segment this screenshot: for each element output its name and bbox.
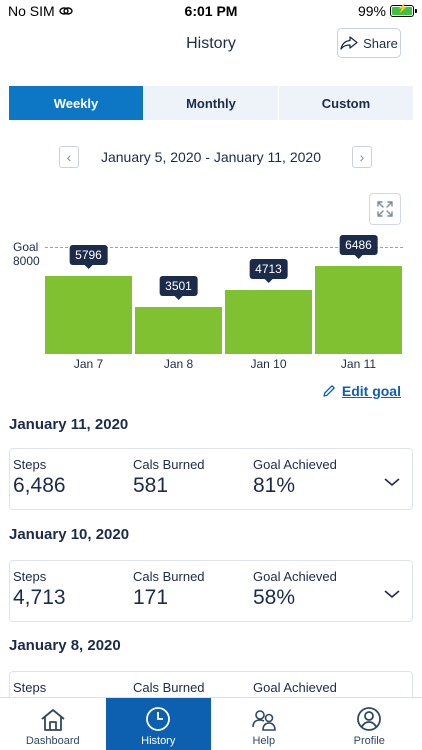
date-navigation: ‹ January 5, 2020 - January 11, 2020 › xyxy=(0,146,422,168)
carrier-label: No SIM xyxy=(8,3,55,19)
chevron-down-icon[interactable] xyxy=(384,589,400,599)
bars-area: 5796 3501 4713 6486 xyxy=(45,235,403,354)
steps-label: Steps xyxy=(13,680,47,695)
calories-stat: Cals Burned 581 xyxy=(133,457,205,498)
steps-stat: Steps 4,713 xyxy=(13,569,66,610)
goal-achieved-value: 58% xyxy=(253,586,296,609)
battery-level xyxy=(392,3,412,15)
goal-achieved-label: Goal Achieved xyxy=(253,569,337,584)
goal-stat: Goal Achieved xyxy=(253,680,337,695)
profile-icon xyxy=(357,707,382,731)
calories-label: Cals Burned xyxy=(133,569,205,584)
next-week-button[interactable]: › xyxy=(352,146,372,168)
page-title: History xyxy=(186,35,236,52)
goal-achieved-value: 81% xyxy=(253,474,296,497)
steps-stat: Steps 6,486 xyxy=(13,457,66,498)
goal-achieved-label: Goal Achieved xyxy=(253,680,337,695)
battery-icon xyxy=(390,3,417,17)
period-segmented-control: Weekly Monthly Custom xyxy=(9,86,413,120)
edit-goal-link[interactable]: Edit goal xyxy=(322,383,401,399)
calories-stat: Cals Burned xyxy=(133,680,205,695)
calories-label: Cals Burned xyxy=(133,680,205,695)
day-title: January 8, 2020 xyxy=(9,637,121,654)
battery-percent: 99% xyxy=(357,3,386,19)
calories-stat: Cals Burned 171 xyxy=(133,569,205,610)
chevron-left-icon: ‹ xyxy=(66,149,72,165)
goal-value-text: 8000 xyxy=(13,254,40,268)
segment-monthly[interactable]: Monthly xyxy=(144,86,279,120)
pencil-icon xyxy=(323,385,335,397)
edit-goal-label: Edit goal xyxy=(341,383,401,399)
clock-icon xyxy=(146,707,171,731)
day-title: January 11, 2020 xyxy=(9,416,129,433)
chevron-down-icon[interactable] xyxy=(384,477,400,487)
x-axis-labels: Jan 7 Jan 8 Jan 10 Jan 11 xyxy=(45,357,403,373)
x-tick-label: Jan 7 xyxy=(73,357,104,371)
home-icon xyxy=(41,709,65,731)
chevron-right-icon: › xyxy=(359,149,365,165)
bar-value-label: 4713 xyxy=(249,259,288,283)
date-range-label: January 5, 2020 - January 11, 2020 xyxy=(100,149,321,165)
status-bar: No SIM 6:01 PM 99% xyxy=(0,0,422,24)
header: History Share xyxy=(0,24,422,68)
share-icon xyxy=(340,36,358,50)
link-icon xyxy=(58,7,73,15)
carrier-group: No SIM xyxy=(8,3,73,19)
segment-custom[interactable]: Custom xyxy=(279,86,413,120)
steps-stat: Steps xyxy=(13,680,46,695)
calories-value: 171 xyxy=(133,586,169,609)
goal-stat: Goal Achieved 81% xyxy=(253,457,337,498)
expand-icon xyxy=(377,201,393,217)
day-summary-card[interactable]: Steps 4,713 Cals Burned 171 Goal Achieve… xyxy=(9,560,413,622)
chart-bar[interactable]: 4713 xyxy=(225,259,312,354)
steps-label: Steps xyxy=(13,457,47,472)
share-label: Share xyxy=(363,35,398,51)
goal-achieved-label: Goal Achieved xyxy=(253,457,337,472)
goal-stat: Goal Achieved 58% xyxy=(253,569,337,610)
steps-value: 6,486 xyxy=(13,474,66,497)
x-tick-label: Jan 11 xyxy=(340,357,377,371)
chart-bar[interactable]: 6486 xyxy=(315,235,402,354)
steps-label: Steps xyxy=(13,569,47,584)
goal-axis-label: Goal 8000 xyxy=(13,240,40,268)
x-tick-label: Jan 8 xyxy=(163,357,194,371)
calories-label: Cals Burned xyxy=(133,457,205,472)
tab-history[interactable]: History xyxy=(105,698,211,750)
bar-value-label: 6486 xyxy=(339,235,378,259)
expand-chart-button[interactable] xyxy=(369,193,401,225)
chart-bar[interactable]: 5796 xyxy=(45,245,132,354)
tab-dashboard-label: Dashboard xyxy=(25,735,80,747)
bottom-tab-bar: Dashboard History Help Profile xyxy=(0,697,422,750)
segment-weekly[interactable]: Weekly xyxy=(9,86,144,120)
x-tick-label: Jan 10 xyxy=(250,357,287,371)
previous-week-button[interactable]: ‹ xyxy=(59,146,79,168)
tab-dashboard[interactable]: Dashboard xyxy=(0,698,106,750)
help-people-icon xyxy=(251,710,276,731)
day-title: January 10, 2020 xyxy=(9,526,130,543)
tab-help[interactable]: Help xyxy=(211,698,317,750)
day-summary-card[interactable]: Steps 6,486 Cals Burned 581 Goal Achieve… xyxy=(9,448,413,510)
tab-help-label: Help xyxy=(252,735,276,747)
tab-history-label: History xyxy=(141,735,176,747)
chart-bar[interactable]: 3501 xyxy=(135,276,222,354)
calories-value: 581 xyxy=(133,474,169,497)
bar-value-label: 5796 xyxy=(69,245,108,269)
goal-label-text: Goal xyxy=(13,240,39,254)
share-button[interactable]: Share xyxy=(337,28,401,58)
steps-bar-chart: Goal 8000 5796 3501 4713 6486 Jan 7 Jan 8 Jan… xyxy=(0,232,422,377)
bar-value-label: 3501 xyxy=(159,276,198,300)
clock-time: 6:01 PM xyxy=(184,3,238,19)
tab-profile[interactable]: Profile xyxy=(317,698,422,750)
steps-value: 4,713 xyxy=(13,586,66,609)
tab-profile-label: Profile xyxy=(353,735,385,747)
battery-group: 99% xyxy=(357,3,417,19)
goal-line xyxy=(45,247,403,248)
